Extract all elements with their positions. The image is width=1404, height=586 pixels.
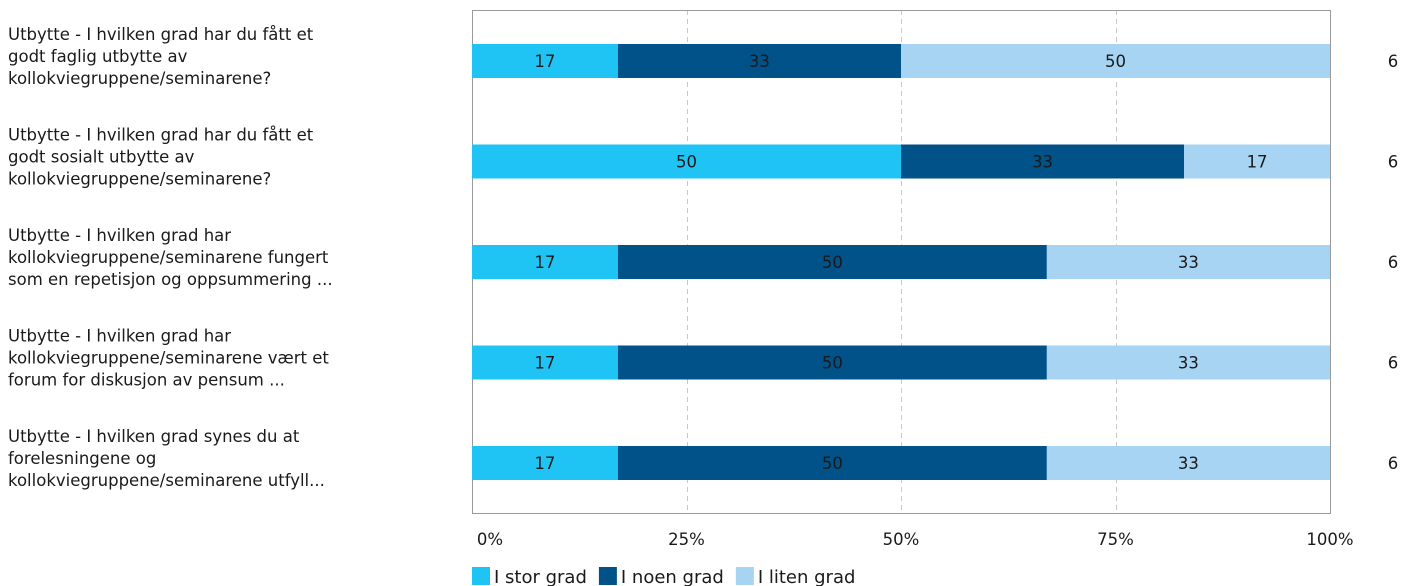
bar-segment: [1046, 245, 1330, 279]
legend-label: I stor grad: [494, 567, 587, 586]
legend: I stor grad I noen grad I liten grad: [472, 567, 855, 586]
category-label-line: kollokviegruppene/seminarene fungert: [8, 248, 329, 267]
x-axis-ticks: 0% 25% 50% 75% 100%: [477, 530, 1354, 549]
category-label: Utbytte - I hvilken grad har kollokviegru…: [8, 226, 333, 289]
category-label: Utbytte - I hvilken grad har du fått et g…: [8, 126, 314, 189]
bar-value-label: 33: [749, 52, 770, 71]
n-count-label: 6: [1388, 454, 1399, 473]
n-count-label: 6: [1388, 153, 1399, 172]
category-label-line: Utbytte - I hvilken grad har du fått et: [8, 25, 314, 44]
legend-swatch: [598, 567, 617, 585]
category-label: Utbytte - I hvilken grad har du fått et g…: [8, 25, 314, 88]
bar-value-label: 50: [822, 253, 843, 272]
bar-value-label: 50: [822, 354, 843, 373]
bar-value-label: 50: [676, 153, 697, 172]
bar-value-label: 50: [1105, 52, 1126, 71]
n-count-label: 6: [1388, 52, 1399, 71]
category-label-line: som en repetisjon og oppsummering ...: [8, 270, 333, 289]
x-tick-label: 0%: [477, 530, 503, 549]
category-label-line: kollokviegruppene/seminarene utfyll...: [8, 471, 325, 490]
bar-segment: [901, 44, 1330, 78]
n-count-label: 6: [1388, 354, 1399, 373]
category-label-line: kollokviegruppene/seminarene?: [8, 170, 271, 189]
grid-lines: [687, 10, 1117, 513]
bar-segment: [472, 245, 618, 279]
bar-segment: [472, 345, 618, 380]
legend-label: I noen grad: [621, 567, 724, 586]
x-tick-label: 25%: [668, 530, 705, 549]
bars: 17 33 50 50 33 17 17 50 33 17 50 33 17 50 33: [472, 44, 1330, 480]
bar-value-label: 17: [534, 253, 555, 272]
bar-segment: [617, 44, 901, 78]
category-label-line: Utbytte - I hvilken grad synes du at: [8, 427, 300, 446]
category-label-line: Utbytte - I hvilken grad har: [8, 327, 231, 346]
bar-value-label: 17: [534, 354, 555, 373]
bar-segment: [617, 245, 1047, 279]
category-label-line: forelesningene og: [8, 449, 156, 468]
bar-value-label: 17: [534, 52, 555, 71]
bar-value-label: 33: [1178, 253, 1199, 272]
bar-value-label: 17: [534, 454, 555, 473]
bar-segment: [472, 144, 901, 179]
x-tick-label: 50%: [883, 530, 920, 549]
category-label: Utbytte - I hvilken grad synes du at fore…: [8, 427, 325, 490]
legend-label: I liten grad: [758, 567, 856, 586]
legend-swatch: [472, 567, 490, 585]
bar-value-label: 33: [1032, 153, 1053, 172]
category-label-line: godt faglig utbytte av: [8, 47, 188, 66]
x-tick-label: 100%: [1306, 530, 1353, 549]
bar-segment: [472, 446, 618, 480]
category-labels: Utbytte - I hvilken grad har du fått et g…: [8, 25, 333, 490]
n-count-label: 6: [1388, 253, 1399, 272]
bar-segment: [1184, 144, 1330, 179]
category-label-line: kollokviegruppene/seminarene vært et: [8, 349, 329, 368]
x-tick-label: 75%: [1097, 530, 1134, 549]
bar-segment: [901, 144, 1185, 179]
bar-value-label: 50: [822, 454, 843, 473]
bar-segment: [617, 345, 1047, 380]
category-label-line: godt sosialt utbytte av: [8, 148, 195, 167]
category-label-line: forum for diskusjon av pensum ...: [8, 371, 285, 390]
n-count-labels: 6 6 6 6 6: [1388, 52, 1399, 473]
bar-segment: [1046, 446, 1330, 480]
bar-segment: [472, 44, 618, 78]
bar-segment: [617, 446, 1047, 480]
category-label: Utbytte - I hvilken grad har kollokviegru…: [8, 327, 329, 390]
legend-swatch: [735, 567, 754, 585]
bar-value-label: 33: [1178, 454, 1199, 473]
bar-segment: [1046, 345, 1330, 380]
category-label-line: Utbytte - I hvilken grad har du fått et: [8, 126, 314, 145]
category-label-line: kollokviegruppene/seminarene?: [8, 69, 271, 88]
category-label-line: Utbytte - I hvilken grad har: [8, 226, 231, 245]
bar-value-label: 33: [1178, 354, 1199, 373]
bar-value-label: 17: [1247, 153, 1268, 172]
